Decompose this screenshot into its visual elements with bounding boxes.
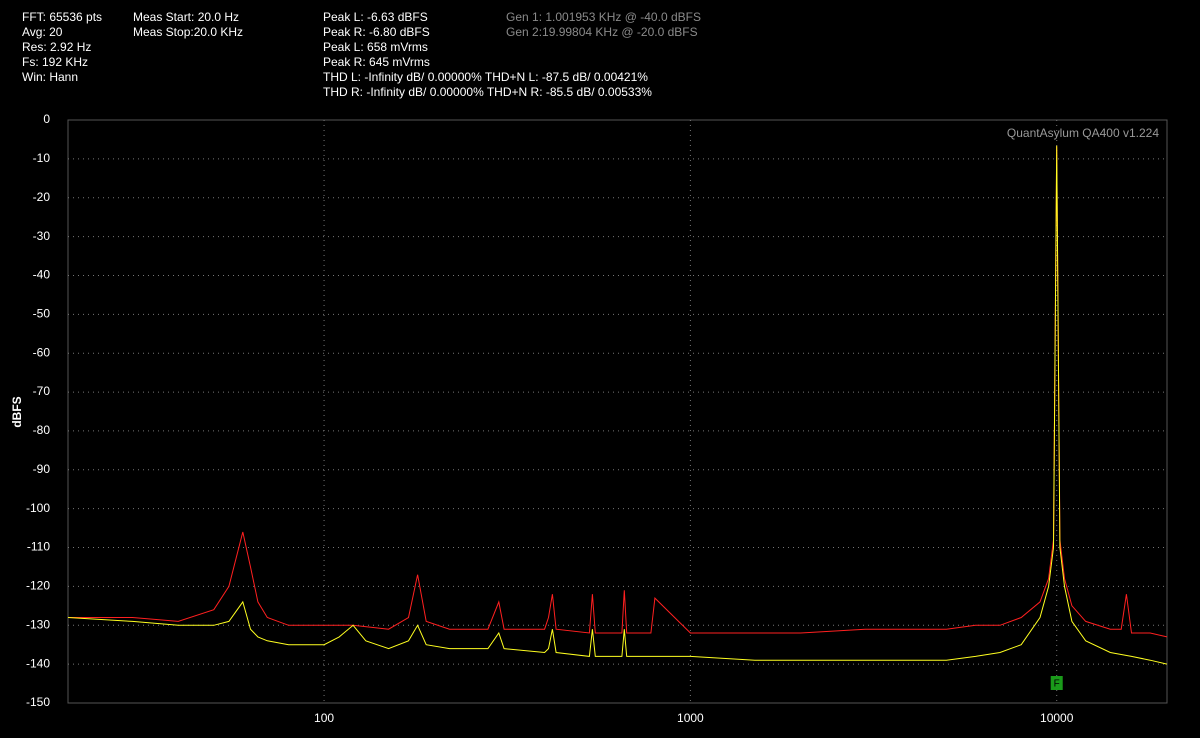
y-tick-label: -80 — [33, 423, 51, 437]
info-text: Res: 2.92 Hz — [22, 40, 91, 54]
y-tick-label: -130 — [26, 617, 50, 631]
x-tick-label: 10000 — [1040, 711, 1074, 725]
info-text: Peak L: 658 mVrms — [323, 40, 428, 54]
y-tick-label: -10 — [33, 151, 51, 165]
info-text: Meas Stop:20.0 KHz — [133, 25, 243, 39]
info-text: THD L: -Infinity dB/ 0.00000% THD+N L: -… — [323, 70, 648, 84]
y-tick-label: -140 — [26, 656, 50, 670]
spectrum-line — [67, 145, 1168, 665]
info-text: Fs: 192 KHz — [22, 55, 88, 69]
info-text: Gen 1: 1.001953 KHz @ -40.0 dBFS — [506, 10, 701, 24]
info-text: Gen 2:19.99804 KHz @ -20.0 dBFS — [506, 25, 698, 39]
y-tick-label: -150 — [26, 695, 50, 709]
x-tick-label: 1000 — [677, 711, 704, 725]
info-text: Peak R: 645 mVrms — [323, 55, 430, 69]
x-tick-label: 100 — [314, 711, 334, 725]
y-tick-label: -70 — [33, 384, 51, 398]
y-tick-label: -100 — [26, 501, 50, 515]
info-text: Peak L: -6.63 dBFS — [323, 10, 428, 24]
info-text: Avg: 20 — [22, 25, 63, 39]
y-tick-label: -40 — [33, 268, 51, 282]
marker-label: F — [1054, 679, 1060, 690]
y-axis-label: dBFS — [10, 396, 24, 427]
info-text: Peak R: -6.80 dBFS — [323, 25, 430, 39]
y-tick-label: -30 — [33, 229, 51, 243]
watermark: QuantAsylum QA400 v1.224 — [1007, 126, 1159, 140]
info-text: THD R: -Infinity dB/ 0.00000% THD+N R: -… — [323, 85, 652, 99]
y-tick-label: -90 — [33, 462, 51, 476]
y-tick-label: -120 — [26, 579, 50, 593]
y-tick-label: 0 — [43, 112, 50, 126]
y-tick-label: -20 — [33, 190, 51, 204]
y-tick-label: -60 — [33, 345, 51, 359]
info-text: Meas Start: 20.0 Hz — [133, 10, 239, 24]
marker-box — [1050, 676, 1063, 690]
plot-frame — [67, 119, 1168, 704]
y-tick-label: -110 — [27, 540, 50, 554]
y-tick-label: -50 — [33, 307, 51, 321]
info-text: Win: Hann — [22, 70, 78, 84]
info-text: FFT: 65536 pts — [22, 10, 102, 24]
